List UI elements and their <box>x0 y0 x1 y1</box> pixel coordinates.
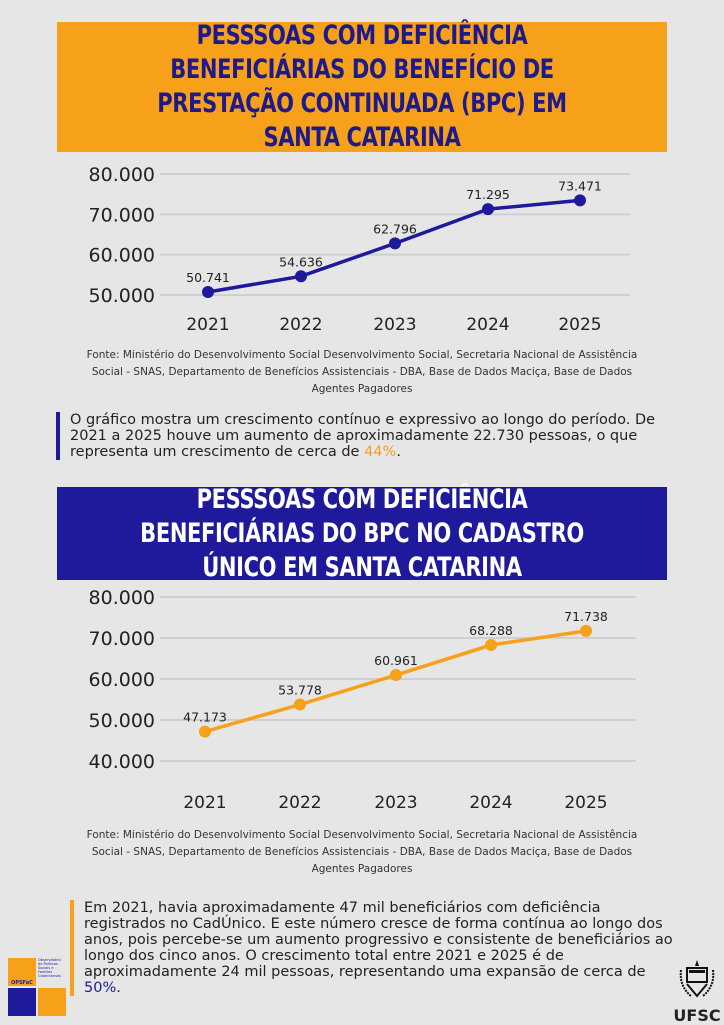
opsfac-logo: OPSFaC Observatório de Políticas Sociais… <box>8 958 66 1016</box>
data-point <box>390 669 402 682</box>
y-tick-label: 70.000 <box>89 628 155 650</box>
data-label: 73.471 <box>558 178 602 193</box>
y-tick-label: 50.000 <box>89 285 155 307</box>
y-tick-label: 50.000 <box>89 710 155 732</box>
x-tick-label: 2021 <box>186 315 229 335</box>
data-point <box>580 624 592 637</box>
y-tick-label: 70.000 <box>89 204 155 226</box>
data-point <box>482 203 494 216</box>
y-tick-label: 60.000 <box>89 669 155 691</box>
ufsc-logo: UFSC <box>672 958 722 1025</box>
data-label: 62.796 <box>373 221 417 236</box>
x-tick-label: 2025 <box>564 793 607 813</box>
data-point <box>199 725 211 738</box>
highlight-percent: 44% <box>364 444 397 460</box>
y-tick-label: 80.000 <box>89 164 155 186</box>
x-tick-label: 2022 <box>278 793 321 813</box>
data-label: 60.961 <box>374 653 418 668</box>
x-tick-label: 2025 <box>558 315 601 335</box>
summary-text-2: Em 2021, havia aproximadamente 47 mil be… <box>70 900 684 996</box>
highlight-percent: 50% <box>84 980 117 996</box>
series-line <box>204 629 587 734</box>
data-label: 47.173 <box>183 710 227 725</box>
data-point <box>295 270 307 283</box>
x-tick-label: 2024 <box>469 793 512 813</box>
data-label: 54.636 <box>279 254 323 269</box>
ufsc-emblem-icon <box>679 960 715 998</box>
y-tick-label: 60.000 <box>89 245 155 267</box>
x-tick-label: 2024 <box>466 315 509 335</box>
chart2-source: Fonte: Ministério do Desenvolvimento Soc… <box>86 829 638 875</box>
y-tick-label: 40.000 <box>89 751 155 773</box>
data-point <box>202 286 214 299</box>
x-tick-label: 2022 <box>279 315 322 335</box>
data-point <box>389 237 401 250</box>
data-label: 68.288 <box>469 623 513 638</box>
data-point <box>485 639 497 652</box>
x-tick-label: 2023 <box>374 793 417 813</box>
data-label: 50.741 <box>186 270 230 285</box>
data-label: 53.778 <box>278 683 322 698</box>
data-point <box>574 194 586 207</box>
y-tick-label: 80.000 <box>89 587 155 609</box>
data-label: 71.295 <box>466 187 510 202</box>
summary-text-1: O gráfico mostra um crescimento contínuo… <box>56 412 690 460</box>
data-label: 71.738 <box>564 609 608 624</box>
x-tick-label: 2023 <box>373 315 416 335</box>
data-point <box>294 698 306 711</box>
chart2-title: Pesssoas com deficiência beneficiárias d… <box>57 484 667 583</box>
chart1-source: Fonte: Ministério do Desenvolvimento Soc… <box>86 349 638 395</box>
chart1-title: Pesssoas com deficiência beneficiárias d… <box>57 20 667 153</box>
x-tick-label: 2021 <box>183 793 226 813</box>
